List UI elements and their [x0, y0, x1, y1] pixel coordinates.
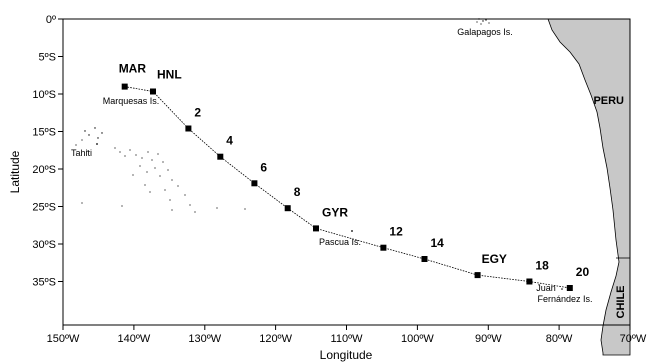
galapagos-label: Galapagos Is.: [457, 27, 513, 37]
station-label: 14: [431, 236, 445, 250]
station-marker: [251, 180, 258, 187]
cruise-track-line: [124, 86, 570, 289]
peru-label: PERU: [593, 95, 624, 107]
y-tick-label: 35ºS: [32, 277, 56, 289]
x-tick-label: 120ºW: [259, 333, 292, 345]
island-dots: [75, 18, 563, 290]
station-label: 12: [389, 225, 403, 239]
x-axis-title: Longitude: [320, 348, 373, 362]
stations: MAR HNL 2 4 6 8 GYR 12 14 EGY 18 20: [119, 62, 590, 291]
x-tick-label: 130ºW: [188, 333, 221, 345]
fernandez-label: Fernández Is.: [537, 294, 592, 304]
map-frame: [62, 18, 631, 326]
station-label: 2: [194, 106, 201, 120]
y-axis-title: Latitude: [8, 150, 22, 193]
station-label: 18: [535, 259, 549, 273]
juan-label: Juan: [536, 283, 556, 293]
station-label: MAR: [119, 62, 147, 76]
station-marker: [121, 83, 128, 90]
station-label: 8: [294, 185, 301, 199]
tahiti-label: Tahiti: [71, 148, 92, 158]
station-marker: [150, 88, 156, 95]
x-tick-label: 80ºW: [546, 333, 573, 345]
chile-label: CHILE: [615, 286, 627, 319]
station-label: 20: [576, 265, 590, 279]
station-marker: [421, 256, 428, 262]
x-tick-label: 100ºW: [401, 333, 434, 345]
station-marker: [313, 225, 319, 232]
x-tick-label: 150ºW: [47, 333, 80, 345]
x-axis: 150ºW 140ºW 130ºW 120ºW 110ºW 100ºW 90ºW…: [47, 325, 647, 362]
pascua-label: Pascua Is.: [319, 237, 361, 247]
y-tick-label: 10ºS: [32, 89, 56, 101]
station-marker: [380, 244, 387, 251]
station-marker: [566, 285, 573, 291]
y-tick-label: 20ºS: [32, 164, 56, 176]
y-tick-label: 25ºS: [32, 202, 56, 214]
station-marker: [185, 125, 192, 132]
station-marker: [526, 278, 533, 285]
station-label: 4: [226, 134, 233, 148]
station-label: HNL: [157, 68, 182, 82]
x-tick-label: 90ºW: [475, 333, 502, 345]
y-tick-label: 15ºS: [32, 127, 56, 139]
y-tick-label: 30ºS: [32, 239, 56, 251]
x-tick-label: 70ºW: [620, 333, 647, 345]
y-tick-label: 5ºS: [39, 52, 56, 64]
y-axis: 0º 5ºS 10ºS 15ºS 20ºS 25ºS 30ºS 35ºS Lat…: [8, 14, 63, 289]
y-tick-label: 0º: [46, 14, 56, 26]
station-marker: [474, 272, 481, 279]
station-marker: [284, 205, 291, 212]
x-tick-label: 140ºW: [118, 333, 151, 345]
station-marker: [217, 153, 224, 160]
station-label: GYR: [322, 205, 348, 219]
marquesas-label: Marquesas Is.: [103, 96, 160, 106]
peru-landmass: [547, 18, 631, 356]
station-label: 6: [260, 160, 267, 174]
x-tick-label: 110ºW: [331, 333, 364, 345]
station-label: EGY: [482, 252, 507, 266]
